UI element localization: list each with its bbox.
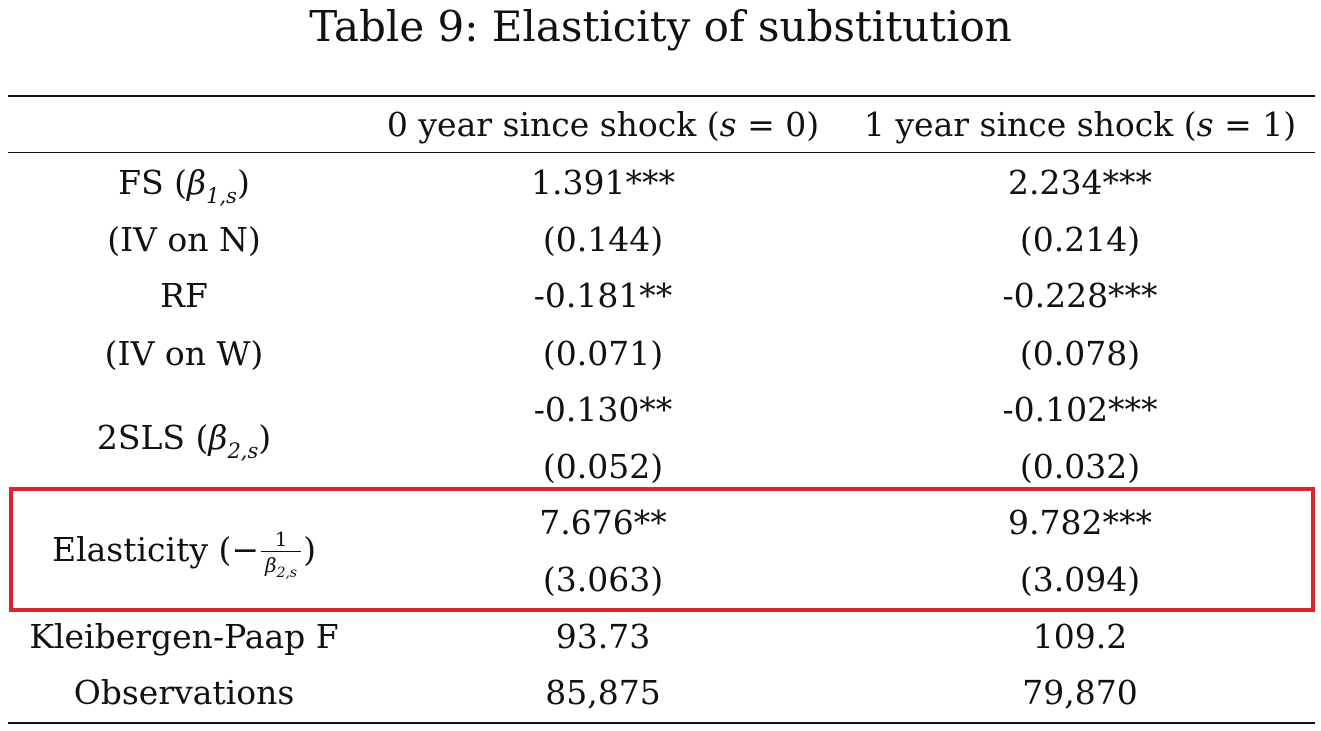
row-label-observations: Observations (73, 673, 295, 712)
elasticity-coef-year-0: 7.676** (539, 503, 667, 542)
table-caption: Table 9: Elasticity of substitution (309, 2, 1012, 51)
top-rule (8, 95, 1315, 97)
column-header-year-1: 1 year since shock (s = 1) (863, 105, 1297, 144)
rf-coef-year-1: -0.228*** (1002, 276, 1158, 315)
elasticity-coef-year-1: 9.782*** (1008, 503, 1152, 542)
rf-coef-year-0: -0.181** (533, 276, 673, 315)
bottom-rule (8, 722, 1315, 724)
row-label-kleibergen-paap: Kleibergen-Paap F (29, 617, 339, 656)
observations-year-1: 79,870 (1022, 673, 1138, 712)
fs-se-year-1: (0.214) (1019, 220, 1141, 259)
row-label-rf: RF (160, 276, 208, 315)
elasticity-se-year-1: (3.094) (1019, 560, 1141, 599)
elasticity-se-year-0: (3.063) (542, 560, 664, 599)
2sls-coef-year-1: -0.102*** (1002, 390, 1158, 429)
row-label-2sls: 2SLS (β2,s) (96, 418, 272, 463)
column-header-year-0: 0 year since shock (s = 0) (386, 105, 820, 144)
fs-coef-year-1: 2.234*** (1008, 163, 1152, 202)
observations-year-0: 85,875 (545, 673, 661, 712)
header-rule (8, 152, 1315, 153)
fs-coef-year-0: 1.391*** (531, 163, 675, 202)
kp-f-year-1: 109.2 (1032, 617, 1128, 656)
rf-se-year-1: (0.078) (1019, 334, 1141, 373)
2sls-se-year-0: (0.052) (542, 447, 664, 486)
row-label-elasticity: Elasticity (− 1 β2,s) (51, 527, 316, 581)
elasticity-fraction: 1 β2,s (261, 529, 302, 580)
row-label-iv-on-n: (IV on N) (107, 220, 261, 259)
row-label-iv-on-w: (IV on W) (104, 334, 264, 373)
elasticity-highlight-box (9, 487, 1315, 612)
2sls-se-year-1: (0.032) (1019, 447, 1141, 486)
2sls-coef-year-0: -0.130** (533, 390, 673, 429)
rf-se-year-0: (0.071) (542, 334, 664, 373)
row-label-fs: FS (β1,s) (118, 163, 250, 208)
kp-f-year-0: 93.73 (555, 617, 651, 656)
fs-se-year-0: (0.144) (542, 220, 664, 259)
